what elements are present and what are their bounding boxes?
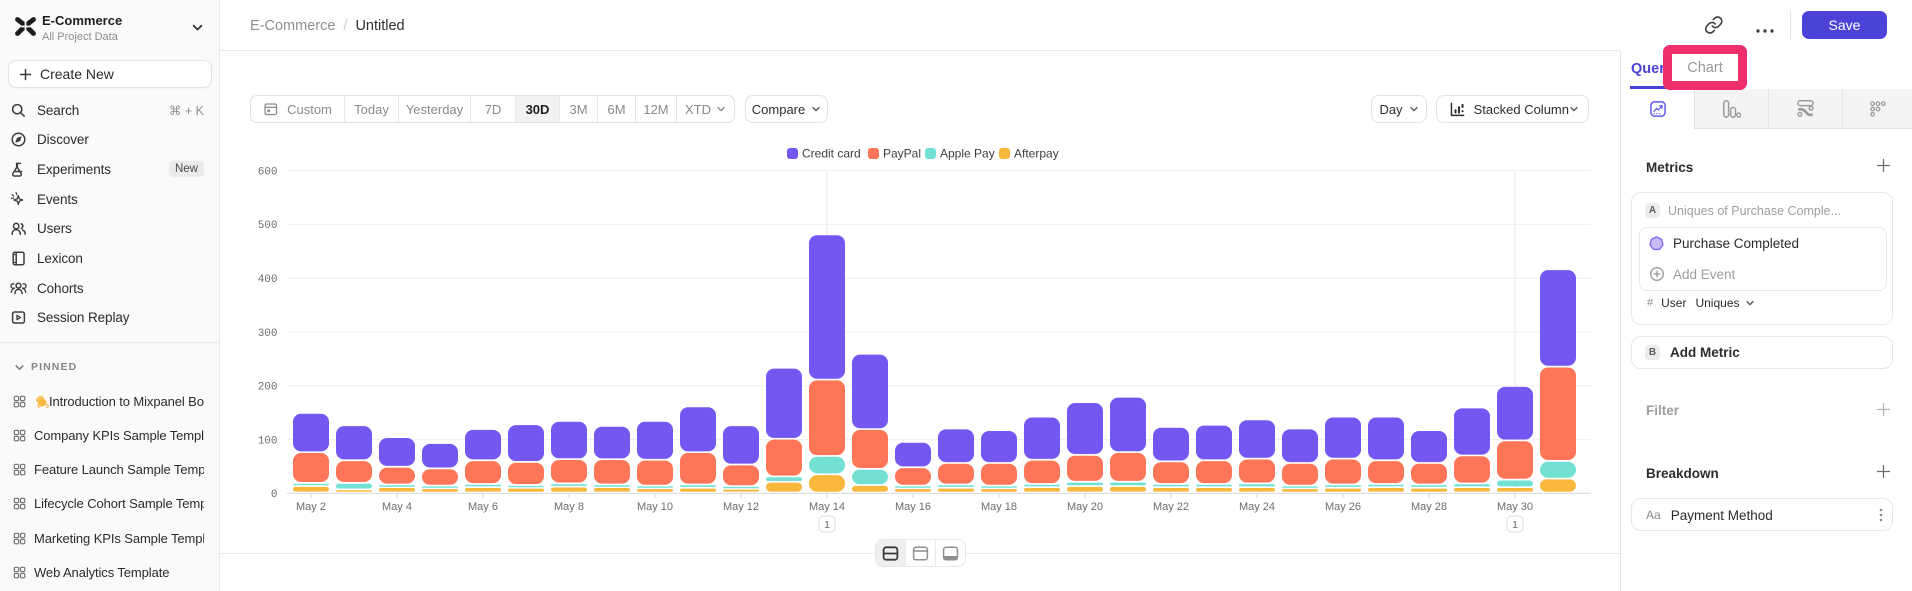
svg-text:May 20: May 20 bbox=[1067, 501, 1103, 513]
svg-text:May 10: May 10 bbox=[637, 501, 673, 513]
svg-text:1: 1 bbox=[824, 519, 830, 531]
svg-text:May 28: May 28 bbox=[1411, 501, 1447, 513]
svg-text:Credit card: Credit card bbox=[802, 147, 861, 161]
svg-text:PayPal: PayPal bbox=[883, 147, 921, 161]
svg-text:May 24: May 24 bbox=[1239, 501, 1275, 513]
svg-text:May 12: May 12 bbox=[723, 501, 759, 513]
svg-text:May 26: May 26 bbox=[1325, 501, 1361, 513]
svg-text:May 2: May 2 bbox=[296, 501, 326, 513]
svg-text:600: 600 bbox=[258, 166, 278, 178]
svg-text:300: 300 bbox=[258, 328, 278, 340]
svg-text:May 22: May 22 bbox=[1153, 501, 1189, 513]
svg-text:May 4: May 4 bbox=[382, 501, 412, 513]
svg-text:100: 100 bbox=[258, 435, 278, 447]
svg-text:500: 500 bbox=[258, 220, 278, 232]
svg-text:0: 0 bbox=[271, 489, 278, 501]
svg-text:400: 400 bbox=[258, 274, 278, 286]
svg-text:Afterpay: Afterpay bbox=[1014, 147, 1059, 161]
svg-text:May 18: May 18 bbox=[981, 501, 1017, 513]
svg-text:200: 200 bbox=[258, 382, 278, 394]
svg-text:May 14: May 14 bbox=[809, 501, 845, 513]
svg-text:1: 1 bbox=[1512, 519, 1518, 531]
svg-text:May 30: May 30 bbox=[1497, 501, 1533, 513]
svg-text:May 16: May 16 bbox=[895, 501, 931, 513]
svg-text:May 8: May 8 bbox=[554, 501, 584, 513]
svg-text:Apple Pay: Apple Pay bbox=[940, 147, 995, 161]
svg-text:May 6: May 6 bbox=[468, 501, 498, 513]
